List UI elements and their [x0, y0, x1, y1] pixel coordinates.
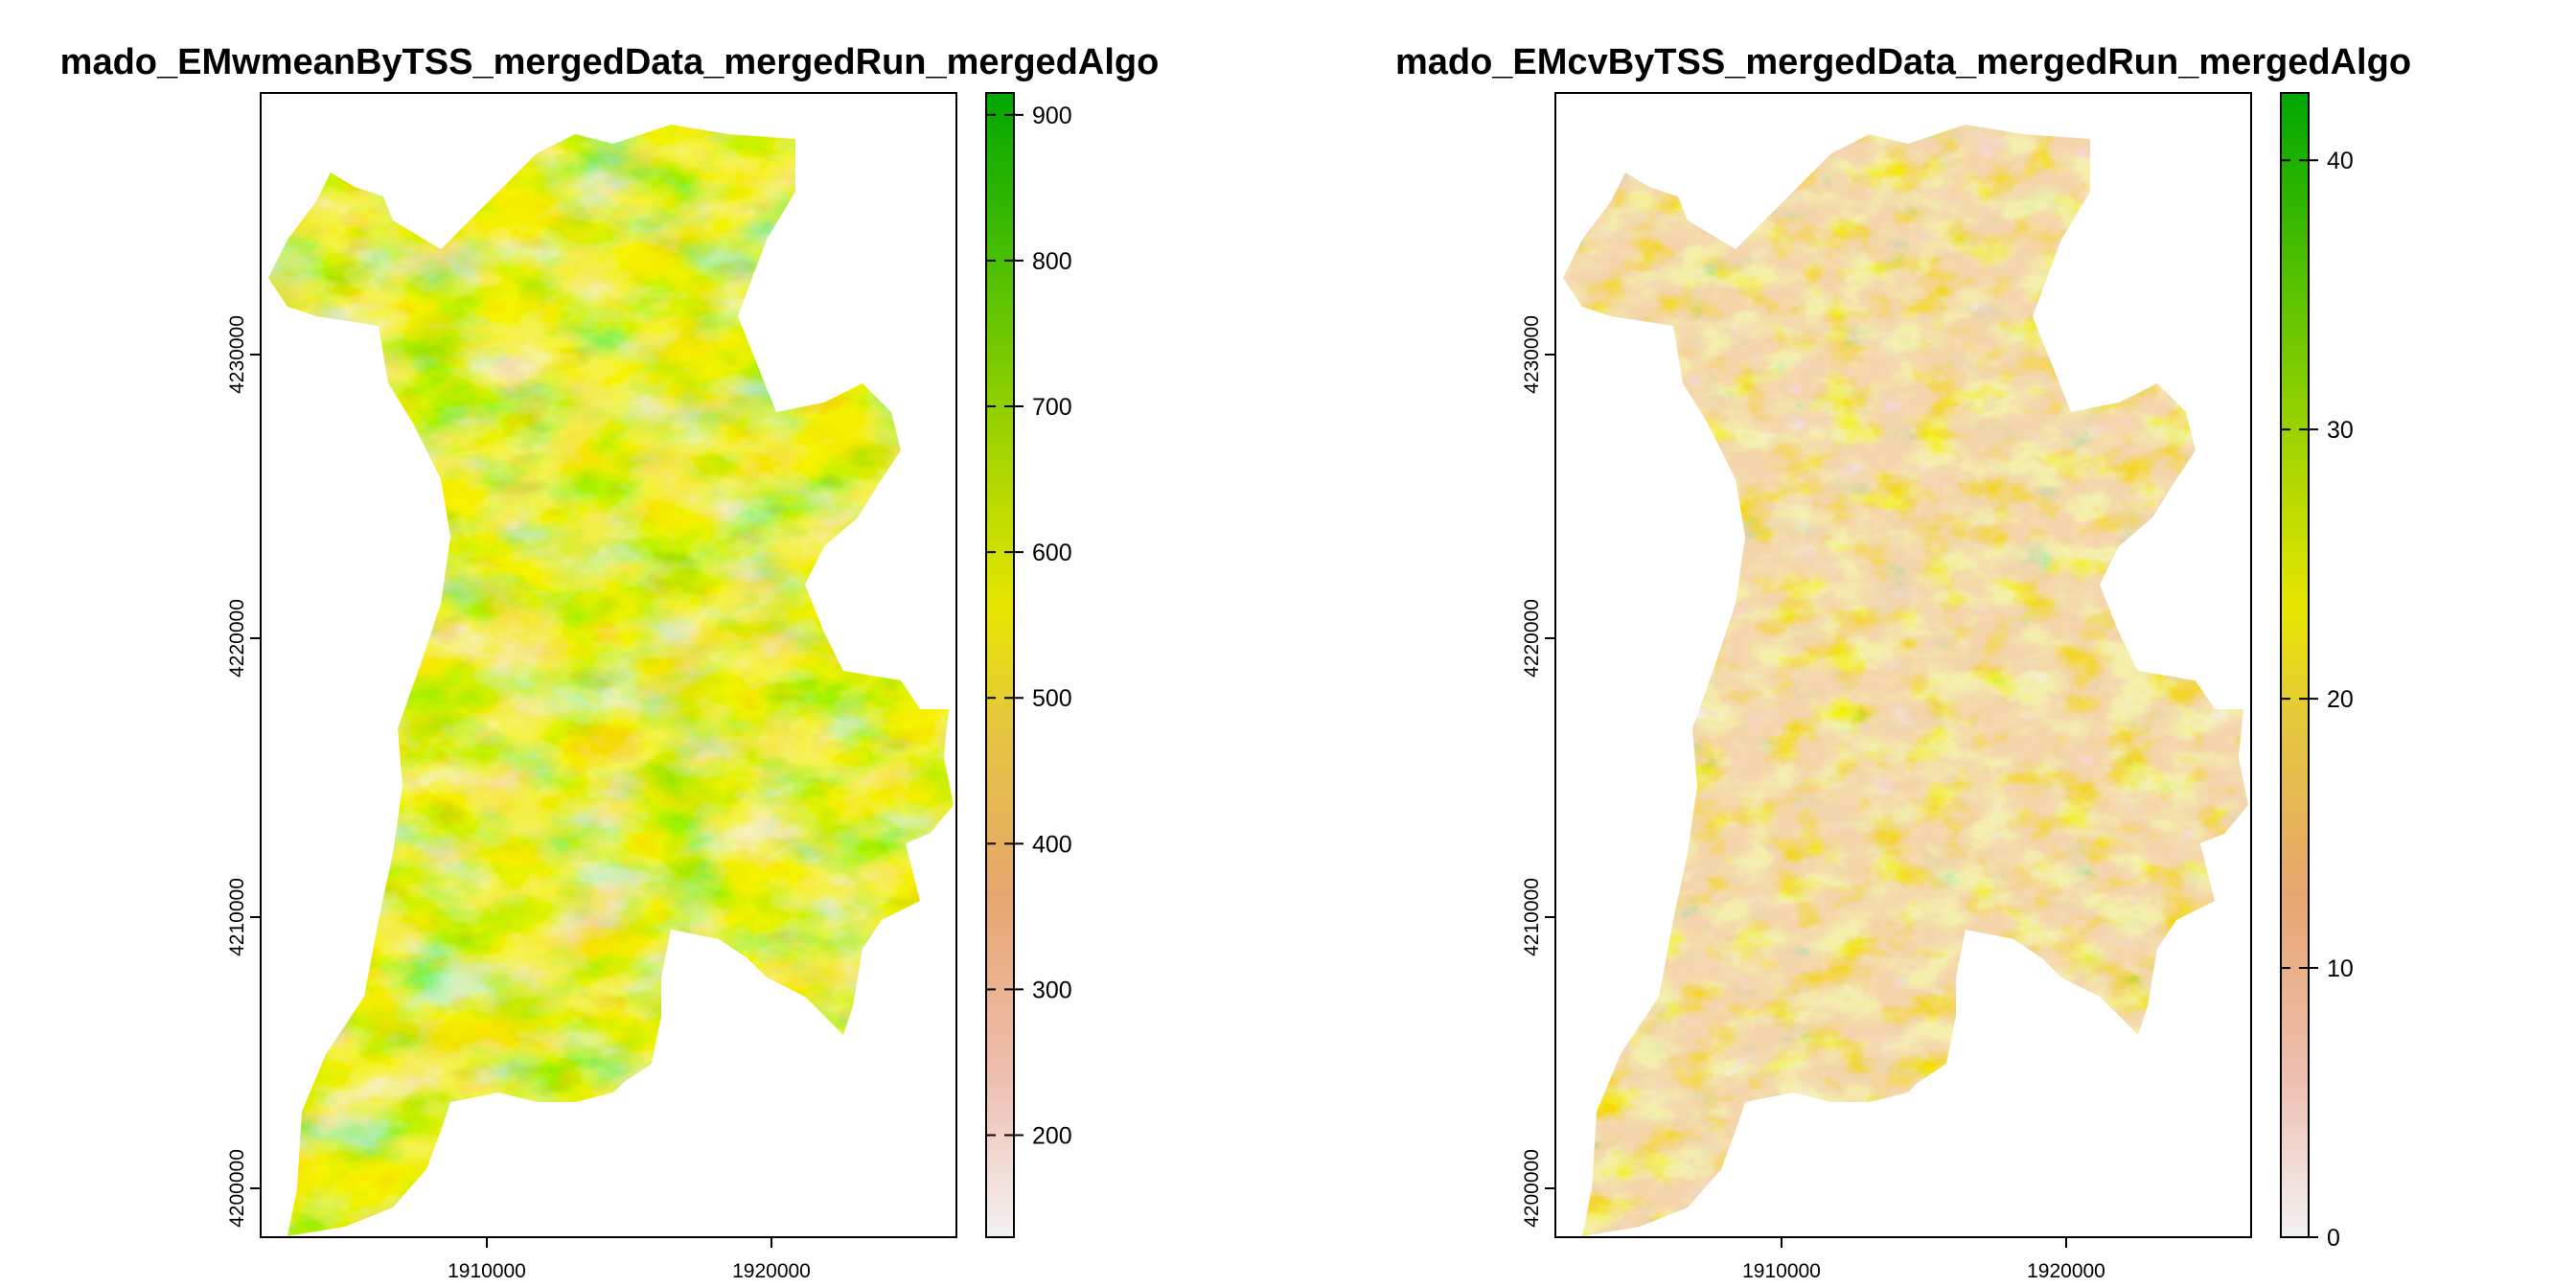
y-tick-label: 4210000 [1521, 878, 1543, 956]
y-tick-label: 4200000 [1521, 1149, 1543, 1228]
legend-tick-label: 800 [1032, 248, 1072, 275]
legend-bar [2280, 92, 2310, 1238]
panel-wmean: mado_EMwmeanByTSS_mergedData_mergedRun_m… [60, 42, 1160, 1282]
legend-tick-label: 900 [1032, 103, 1072, 129]
raster-map [268, 125, 954, 1236]
legend-ticks: 200 300 400 500 600 700 800 900 [986, 103, 1072, 1150]
x-tick-label: 1920000 [732, 1260, 811, 1282]
legend-tick-label: 200 [1032, 1123, 1072, 1150]
legend-tick-label: 600 [1032, 540, 1072, 566]
legend-tick-label: 40 [2327, 148, 2354, 174]
y-tick-label: 4230000 [226, 315, 248, 394]
legend-tick-label: 30 [2327, 417, 2354, 444]
legend-tick-label: 400 [1032, 831, 1072, 858]
plot-frame [1554, 92, 2252, 1238]
y-tick-label: 4200000 [226, 1149, 248, 1228]
legend-tick-label: 20 [2327, 686, 2354, 713]
panel-cv: mado_EMcvByTSS_mergedData_mergedRun_merg… [1395, 42, 2411, 1282]
y-tick-label: 4230000 [1521, 315, 1543, 394]
x-tick-label: 1910000 [448, 1260, 526, 1282]
legend-tick-label: 300 [1032, 977, 1072, 1003]
y-axis: 4200000 4210000 4220000 4230000 [1521, 315, 1555, 1228]
raster-map [1563, 125, 2248, 1236]
y-tick-label: 4210000 [226, 878, 248, 956]
plot-frame [260, 92, 957, 1238]
raster-fill [1563, 125, 2248, 1236]
legend-tick-label: 0 [2327, 1225, 2340, 1252]
x-axis: 1910000 1920000 [1742, 1237, 2105, 1282]
color-legend: 0 10 20 30 40 [2280, 92, 2354, 1252]
legend-ticks: 0 10 20 30 40 [2281, 148, 2354, 1252]
y-tick-label: 4220000 [226, 599, 248, 678]
panel-title: mado_EMwmeanByTSS_mergedData_mergedRun_m… [60, 42, 1160, 82]
x-tick-label: 1910000 [1742, 1260, 1821, 1282]
legend-bar [985, 92, 1015, 1238]
x-tick-label: 1920000 [2027, 1260, 2105, 1282]
x-axis: 1910000 1920000 [448, 1237, 811, 1282]
raster-fill [268, 125, 954, 1236]
panel-title: mado_EMcvByTSS_mergedData_mergedRun_merg… [1395, 42, 2411, 82]
y-axis: 4200000 4210000 4220000 4230000 [226, 315, 261, 1228]
y-tick-label: 4220000 [1521, 599, 1543, 678]
legend-tick-label: 700 [1032, 394, 1072, 421]
color-legend: 200 300 400 500 600 700 800 900 [985, 92, 1072, 1238]
legend-tick-label: 10 [2327, 955, 2354, 982]
legend-tick-label: 500 [1032, 685, 1072, 712]
